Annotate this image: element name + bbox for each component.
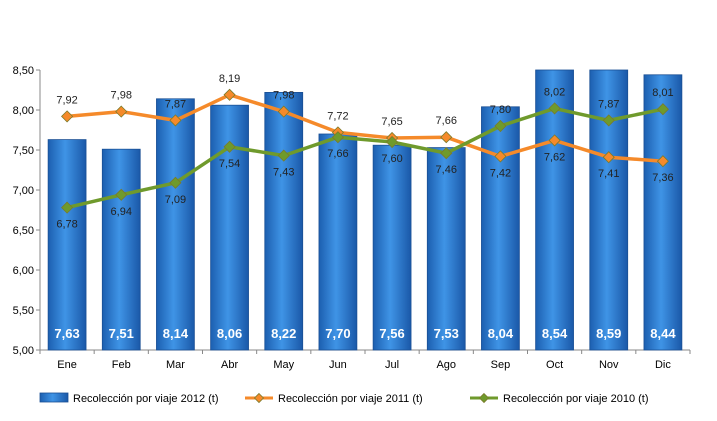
y-tick-label: 5,00 (13, 345, 34, 357)
bar-2012 (264, 92, 304, 351)
bar-value-label: 8,06 (217, 326, 242, 341)
legend-swatch-2012 (39, 392, 69, 403)
bar-value-label: 8,22 (271, 326, 296, 341)
y-tick-label: 7,50 (13, 145, 34, 157)
line-2010-value-label: 7,87 (598, 98, 619, 110)
bar-value-label: 7,63 (54, 326, 79, 341)
line-2011-value-label: 8,19 (219, 73, 240, 85)
line-2011-value-label: 7,66 (436, 115, 457, 127)
x-tick-label: Jul (385, 359, 399, 371)
line-2010-value-label: 6,94 (111, 206, 132, 218)
y-tick-label: 6,50 (13, 225, 34, 237)
marker-2011 (169, 114, 182, 127)
marker-2011 (602, 151, 615, 164)
line-2011 (66, 93, 664, 163)
marker-2011 (115, 105, 128, 118)
bar-2012 (372, 144, 412, 351)
marker-2010 (223, 140, 236, 153)
bar-2012 (481, 106, 520, 351)
marker-2011 (494, 150, 507, 163)
line-2011-value-label: 7,65 (381, 116, 402, 128)
line-2011-value-label: 7,62 (544, 151, 565, 163)
marker-2011 (656, 155, 669, 168)
x-tick-label: May (273, 359, 294, 371)
marker-2010 (386, 135, 399, 149)
line-2011-value-label: 7,92 (56, 94, 77, 106)
line-2010 (66, 106, 664, 210)
marker-2011 (548, 134, 561, 147)
line-2011-value-label: 7,98 (273, 90, 294, 102)
y-tick-label: 6,00 (13, 265, 34, 277)
bar-2012 (47, 139, 87, 351)
legend-label: Recolección por viaje 2012 (t) (73, 393, 219, 405)
line-2010-value-label: 8,02 (544, 86, 565, 98)
bar-2012 (426, 147, 466, 351)
line-2010-value-label: 7,60 (381, 153, 402, 165)
x-tick-label: Abr (221, 359, 238, 371)
bar-2012 (318, 133, 358, 351)
x-tick-label: Jun (329, 359, 347, 371)
y-tick-label: 5,50 (13, 305, 34, 317)
marker-2011 (440, 131, 453, 144)
line-2011-value-label: 7,87 (165, 98, 186, 110)
marker-2010 (440, 147, 453, 160)
y-tick-label: 8,00 (13, 105, 34, 117)
marker-2010 (115, 188, 128, 201)
marker-2010 (548, 102, 561, 115)
marker-2011 (223, 88, 236, 101)
bar-2012 (535, 69, 574, 351)
legend-label: Recolección por viaje 2011 (t) (278, 393, 423, 405)
bar-2012 (643, 74, 683, 351)
y-tick-label: 8,50 (13, 65, 34, 77)
line-2010-value-label: 7,66 (327, 148, 348, 160)
line-2011-value-label: 7,41 (598, 168, 619, 180)
x-tick-label: Oct (546, 359, 563, 371)
line-2010-value-label: 7,46 (436, 164, 457, 176)
line-2011-value-label: 7,42 (490, 167, 511, 179)
y-tick-label: 7,00 (13, 185, 34, 197)
marker-2010 (61, 201, 74, 214)
legend-swatch-marker-2010 (478, 392, 490, 404)
marker-2010 (277, 149, 290, 162)
x-tick-label: Dic (655, 359, 671, 371)
bar-value-label: 8,54 (542, 326, 568, 341)
line-2010-value-label: 7,09 (165, 194, 186, 206)
bar-value-label: 7,70 (325, 326, 350, 341)
bar-value-label: 8,59 (596, 326, 621, 341)
legend-label: Recolección por viaje 2010 (t) (503, 393, 649, 405)
bar-value-label: 8,44 (650, 326, 676, 341)
x-tick-label: Ene (57, 359, 77, 371)
line-2011-value-label: 7,36 (652, 172, 673, 184)
line-2011-value-label: 7,98 (111, 90, 132, 102)
marker-2010 (656, 103, 669, 116)
x-tick-label: Nov (599, 359, 619, 371)
bar-value-label: 7,51 (109, 326, 134, 341)
bar-value-label: 8,04 (488, 326, 514, 341)
x-tick-label: Mar (166, 359, 185, 371)
x-tick-label: Ago (436, 359, 456, 371)
line-2010-value-label: 8,01 (652, 87, 673, 99)
bar-2012 (101, 148, 141, 351)
x-tick-label: Feb (112, 359, 131, 371)
line-2011-value-label: 7,72 (327, 110, 348, 122)
marker-2010 (169, 176, 182, 189)
bar-2012 (156, 98, 195, 351)
bar-value-label: 8,14 (163, 326, 189, 341)
marker-2010 (494, 119, 507, 133)
line-2010-value-label: 6,78 (56, 219, 77, 231)
bar-2012 (589, 69, 629, 351)
marker-2011 (61, 110, 74, 123)
marker-2011 (277, 105, 290, 118)
line-2010-value-label: 7,54 (219, 158, 240, 170)
line-2010-value-label: 7,80 (490, 104, 511, 116)
bar-value-label: 7,56 (379, 326, 404, 341)
marker-2010 (331, 131, 344, 144)
bar-value-label: 7,53 (434, 326, 459, 341)
line-2010-value-label: 7,43 (273, 167, 294, 179)
x-tick-label: Sep (491, 359, 511, 371)
marker-2010 (602, 114, 615, 127)
legend-swatch-marker-2011 (253, 392, 265, 404)
